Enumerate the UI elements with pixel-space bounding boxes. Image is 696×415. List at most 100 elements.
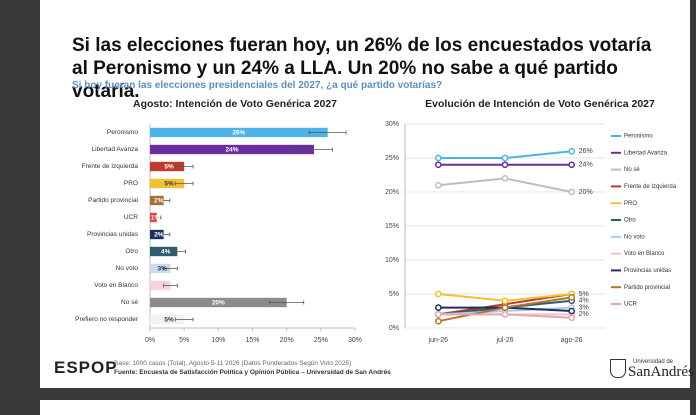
x-tick-label: ago-26 [561,337,583,344]
slide [40,0,690,388]
value-label: 5% [579,291,589,298]
value-label: 3% [158,266,168,273]
bar [150,297,287,308]
base-note: Base: 1000 casos (Total), Agosto 5-11 20… [114,360,352,367]
x-tick-label: 20% [280,337,294,344]
value-label: 24% [579,162,593,169]
y-tick-label: 30% [385,121,399,128]
value-label: 20% [212,300,225,307]
category-label: Partido provincial [88,197,138,204]
point [568,314,576,322]
point [501,175,509,182]
point [434,154,442,162]
category-label: No sé [121,299,138,306]
value-label: 5% [164,317,174,324]
y-tick-label: 20% [385,189,399,196]
value-label: 26% [579,148,593,155]
category-label: No voto [116,265,139,272]
legend-label: Otro [624,218,636,224]
legend-label: UCR [624,302,638,308]
point [568,307,576,315]
point [434,161,442,169]
point [501,161,509,169]
category-label: Voto en Blanco [94,282,138,289]
bar [150,144,314,155]
value-label: 3% [579,304,589,311]
legend-label: Partido provincial [624,285,670,291]
value-label: 1% [151,215,161,222]
point [501,304,509,311]
value-label: 24% [225,147,238,154]
y-tick-label: 0% [389,325,399,332]
value-label: 4% [161,249,171,256]
value-label: 2% [154,198,164,205]
legend-label: No voto [624,234,645,240]
source-note: Fuente: Encuesta de Satisfacción Polític… [114,369,391,376]
point [501,297,509,305]
value-label: 2% [579,311,589,318]
chart-title: Agosto: Intención de Voto Genérica 2027 [133,98,337,110]
y-tick-label: 25% [385,155,399,162]
x-tick-label: jul-26 [495,337,513,344]
value-label: 26% [232,130,245,137]
x-tick-label: 5% [179,337,189,344]
bar [150,127,328,138]
category-label: Frente de Izquierda [82,163,139,170]
value-label: 5% [164,164,174,171]
title: Si las elecciones fueran hoy, un 26% de … [72,35,652,102]
bar [150,314,185,325]
legend-label: No sé [624,167,640,173]
category-label: Provincias unidas [87,231,139,238]
bar [150,246,178,257]
x-tick-label: 10% [211,337,225,344]
y-tick-label: 5% [389,291,399,298]
category-label: PRO [124,180,138,187]
point [434,181,442,189]
bar [150,263,171,274]
point [501,311,509,318]
category-label: Prefiero no responder [75,316,139,323]
point [501,154,509,162]
bar [150,178,185,189]
point [568,188,576,196]
crest [610,359,626,378]
point [434,311,442,318]
legend-label: Peronismo [624,134,653,140]
point [568,161,576,169]
x-tick-label: 25% [314,337,328,344]
bar [150,195,164,206]
point [434,290,442,298]
category-label: Otro [125,248,138,255]
value-label: 4% [579,298,589,305]
x-tick-label: jun-26 [428,337,449,344]
bar [150,280,171,291]
value-label: 20% [579,189,593,196]
legend-label: Voto en Blanco [624,251,665,257]
point [568,294,576,301]
y-tick-label: 10% [385,257,399,264]
x-tick-label: 0% [145,337,155,344]
legend-label: Frente de Izquierda [624,184,677,190]
legend-label: Provincias unidas [624,268,671,274]
subtitle: Si hoy fueran las elecciones presidencia… [72,80,443,91]
bar [150,161,185,172]
university-big: SanAndrés [628,364,694,380]
point [568,147,576,155]
value-label: 2% [154,232,164,239]
y-tick-label: 15% [385,223,399,230]
category-label: UCR [124,214,138,221]
category-label: Peronismo [107,129,138,136]
logo: ESPOP [54,358,118,377]
chart-title: Evolución de Intención de Voto Genérica … [425,98,655,110]
value-label: 5% [164,181,174,188]
point [434,317,442,325]
legend-label: Libertad Avanza [624,150,668,156]
bar [150,229,164,240]
next-slide [40,400,690,415]
x-tick-label: 30% [348,337,362,344]
point [434,304,442,311]
category-label: Libertad Avanza [92,146,139,153]
legend-label: PRO [624,201,637,207]
